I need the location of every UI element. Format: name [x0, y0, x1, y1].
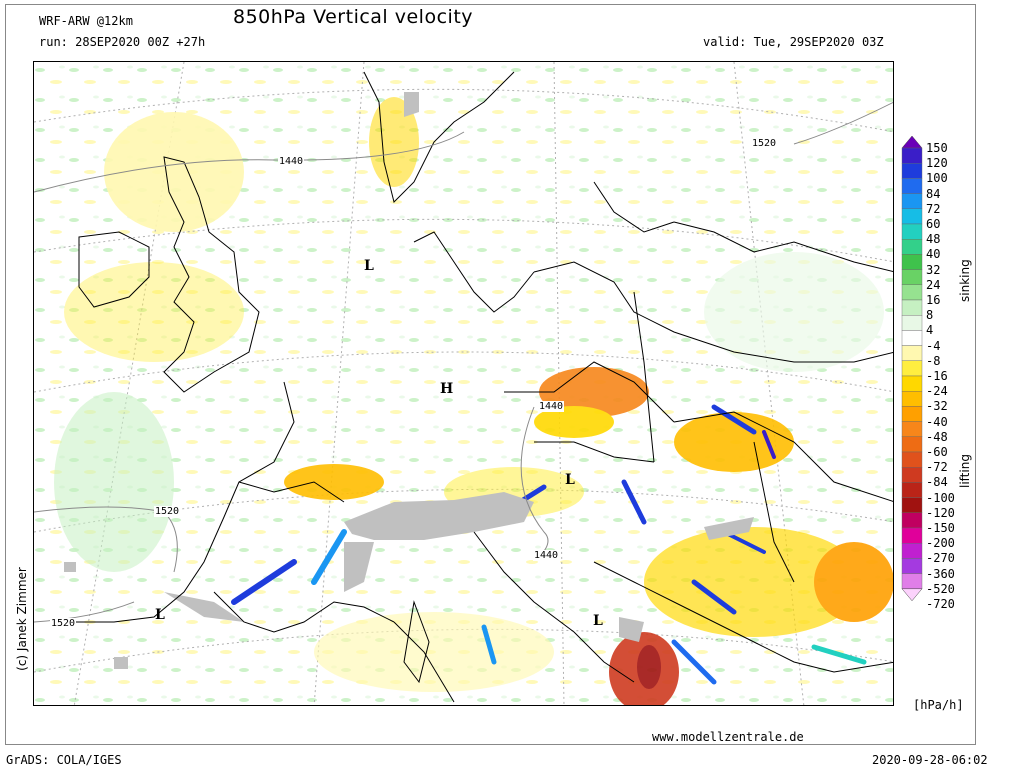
legend-arrow-top	[901, 136, 923, 149]
legend-swatch	[901, 512, 923, 529]
legend-swatch	[901, 375, 923, 392]
legend-level: -150	[926, 521, 955, 535]
legend-swatch	[901, 254, 923, 270]
model-label: WRF-ARW @12km	[39, 14, 133, 28]
legend-level: -32	[926, 399, 948, 414]
legend-level: 100	[926, 171, 948, 186]
legend-swatch	[901, 482, 923, 498]
isohypse-label: 1440	[278, 156, 305, 167]
legend-swatch	[901, 345, 923, 362]
legend-arrow-bottom	[901, 588, 923, 602]
legend-sinking-label: sinking	[958, 259, 972, 302]
legend-level: -120	[926, 505, 955, 520]
high-pressure-center: H	[440, 381, 454, 397]
legend-swatch	[901, 467, 923, 483]
low-pressure-center: L	[364, 258, 374, 274]
legend-level: 32	[926, 262, 941, 277]
legend-swatch	[901, 163, 923, 179]
legend-level: 40	[926, 247, 941, 262]
legend-swatch	[901, 330, 923, 346]
legend-level: -200	[926, 536, 955, 551]
isohypse-label: 1440	[533, 550, 560, 561]
legend-level: -24	[926, 384, 948, 399]
legend-level: -40	[926, 414, 948, 429]
legend-swatch	[901, 360, 923, 377]
legend-swatch	[901, 147, 923, 164]
legend-swatch	[901, 436, 923, 453]
generated-timestamp: 2020-09-28-06:02	[872, 753, 988, 767]
website-link[interactable]: www.modellzentrale.de	[652, 730, 804, 744]
velocity-field	[54, 97, 893, 705]
legend-level: -72	[926, 460, 948, 475]
software-credit: GrADS: COLA/IGES	[6, 753, 122, 767]
legend-swatch	[901, 497, 923, 514]
legend-level: 16	[926, 293, 941, 307]
legend-level: -100	[926, 490, 955, 505]
isohypse-label: 1520	[154, 506, 181, 517]
terrain-mask	[64, 92, 754, 669]
legend-swatch	[901, 390, 923, 407]
legend-swatch	[901, 406, 923, 422]
isohypse-label: 1520	[50, 618, 77, 629]
legend-swatch	[901, 178, 923, 194]
legend-swatch	[901, 284, 923, 301]
legend-level: -84	[926, 475, 948, 490]
legend-level: 150	[926, 141, 948, 155]
legend-swatch	[901, 208, 923, 225]
run-label: run: 28SEP2020 00Z +27h	[39, 35, 206, 49]
legend-swatch	[901, 558, 923, 574]
legend-level: -48	[926, 429, 948, 444]
legend-level: -360	[926, 566, 955, 581]
coastlines	[74, 71, 893, 703]
legend-level: 120	[926, 156, 948, 171]
weather-map: L H L L L 1440 1520 1440 1520 1440 1520	[33, 61, 894, 706]
legend-level: -4	[926, 338, 941, 353]
low-pressure-center: L	[593, 613, 603, 629]
legend-swatch	[901, 238, 923, 255]
legend-level: 4	[926, 323, 934, 338]
legend-level: 60	[926, 217, 941, 231]
legend-level: -8	[926, 353, 941, 368]
legend-level: 8	[926, 308, 934, 323]
isohypse-label: 1520	[751, 138, 778, 149]
chart-title: 850hPa Vertical velocity	[233, 6, 474, 28]
map-canvas	[34, 62, 893, 705]
legend-level: 84	[926, 186, 941, 201]
low-pressure-center: L	[155, 607, 165, 623]
legend-swatch	[901, 573, 923, 590]
isohypses	[34, 101, 893, 623]
isohypse-label: 1440	[538, 401, 565, 412]
legend-level: -270	[926, 551, 955, 566]
legend-swatch	[901, 421, 923, 438]
valid-time-label: valid: Tue, 29SEP2020 03Z	[703, 35, 884, 49]
plot-frame	[5, 4, 976, 745]
legend-swatch	[901, 527, 923, 544]
legend-level: 48	[926, 232, 941, 247]
color-legend: 150 120 100 84 72 60 48 40 32 24 16 8 4 -4 -8 -16 -24 -32…	[900, 136, 980, 636]
legend-level: 24	[926, 277, 941, 292]
legend-swatch	[901, 193, 923, 209]
legend-unit: [hPa/h]	[913, 698, 964, 712]
legend-level: -520	[926, 581, 955, 596]
legend-swatch	[901, 223, 923, 240]
legend-colorbar	[901, 136, 923, 602]
legend-level: -720	[926, 597, 955, 611]
copyright-text: (c) Janek Zimmer	[15, 567, 29, 671]
legend-swatch	[901, 269, 923, 286]
legend-level: -60	[926, 445, 948, 459]
legend-swatch	[901, 314, 923, 331]
legend-swatch	[901, 543, 923, 559]
copyright-notice: (c) Janek Zimmer	[5, 545, 31, 695]
legend-level: 72	[926, 201, 941, 216]
legend-swatch	[901, 451, 923, 468]
legend-level: -16	[926, 369, 948, 383]
legend-lifting-label: lifting	[958, 454, 972, 488]
legend-swatch	[901, 299, 923, 316]
low-pressure-center: L	[565, 472, 575, 488]
